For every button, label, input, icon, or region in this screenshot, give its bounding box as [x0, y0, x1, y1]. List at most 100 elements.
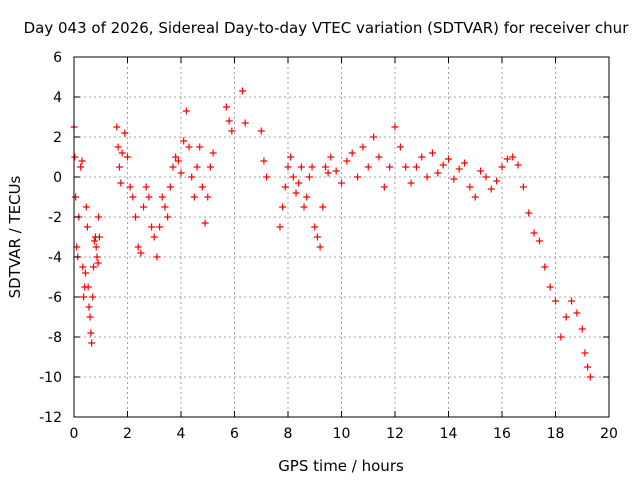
- data-point: [557, 333, 565, 341]
- data-point: [206, 163, 214, 171]
- data-point: [177, 169, 185, 177]
- x-tick-label: 10: [333, 426, 351, 442]
- data-point: [461, 159, 469, 167]
- data-point: [396, 143, 404, 151]
- data-point: [166, 183, 174, 191]
- data-point: [225, 117, 233, 125]
- data-point: [289, 173, 297, 181]
- data-point: [88, 339, 96, 347]
- data-point: [87, 329, 95, 337]
- data-point: [164, 213, 172, 221]
- data-point: [509, 153, 517, 161]
- data-point: [86, 313, 94, 321]
- data-point: [85, 303, 93, 311]
- data-point: [204, 193, 212, 201]
- data-point: [552, 297, 559, 305]
- data-point: [428, 149, 436, 157]
- data-point: [182, 107, 190, 115]
- data-point: [263, 173, 271, 181]
- y-tick-label: -12: [39, 410, 62, 426]
- data-point: [79, 263, 87, 271]
- data-point: [161, 203, 169, 211]
- data-point: [180, 137, 188, 145]
- data-point: [78, 157, 86, 165]
- y-tick-label: 6: [53, 50, 62, 66]
- x-tick-label: 6: [230, 426, 239, 442]
- data-point: [391, 123, 399, 131]
- data-point: [279, 203, 287, 211]
- data-point: [228, 127, 236, 135]
- x-tick-label: 12: [386, 426, 404, 442]
- y-tick-label: -2: [48, 210, 62, 226]
- data-point: [343, 157, 351, 165]
- data-point: [95, 233, 103, 241]
- data-point: [541, 263, 549, 271]
- data-point: [519, 183, 527, 191]
- data-point: [281, 183, 289, 191]
- data-point: [158, 193, 166, 201]
- data-point: [407, 179, 415, 187]
- x-tick-label: 4: [177, 426, 186, 442]
- data-point: [150, 233, 158, 241]
- data-point: [348, 149, 356, 157]
- data-point: [319, 203, 327, 211]
- data-point: [114, 143, 122, 151]
- data-point: [573, 309, 581, 317]
- data-point: [209, 149, 217, 157]
- data-point: [196, 143, 204, 151]
- data-point: [80, 293, 88, 301]
- data-point: [338, 179, 345, 187]
- data-point: [124, 153, 131, 161]
- x-tick-label: 8: [284, 426, 293, 442]
- data-point: [92, 243, 100, 251]
- data-point: [129, 193, 137, 201]
- data-point: [145, 193, 153, 201]
- data-point: [190, 193, 198, 201]
- x-tick-label: 20: [600, 426, 618, 442]
- y-tick-label: -6: [48, 290, 62, 306]
- y-axis: -12 -10 -8 -6 -4 -2 0 2 4 6: [39, 50, 609, 426]
- data-point: [487, 185, 495, 193]
- data-point: [132, 213, 140, 221]
- data-point: [297, 163, 305, 171]
- data-point: [386, 163, 394, 171]
- x-tick-label: 0: [70, 426, 79, 442]
- data-point: [316, 243, 324, 251]
- data-point: [586, 373, 594, 381]
- data-point: [364, 163, 372, 171]
- chart-title: Day 043 of 2026, Sidereal Day-to-day VTE…: [24, 19, 630, 37]
- data-point: [568, 297, 576, 305]
- data-point: [535, 237, 543, 245]
- data-point: [402, 163, 410, 171]
- data-point: [148, 223, 156, 231]
- data-point: [439, 161, 447, 169]
- data-point: [514, 161, 522, 169]
- data-point: [169, 163, 177, 171]
- x-tick-label: 14: [440, 426, 458, 442]
- data-point: [198, 183, 206, 191]
- data-point: [498, 163, 506, 171]
- data-point: [89, 293, 97, 301]
- data-point: [284, 163, 292, 171]
- y-tick-label: 2: [53, 130, 62, 146]
- data-points: [70, 87, 594, 381]
- data-point: [172, 153, 180, 161]
- x-tick-label: 2: [123, 426, 132, 442]
- data-point: [332, 167, 340, 175]
- data-point: [477, 167, 485, 175]
- y-axis-label: SDTVAR / TECUs: [6, 175, 24, 298]
- data-point: [113, 123, 121, 131]
- data-point: [84, 283, 92, 291]
- data-point: [450, 175, 458, 183]
- data-point: [193, 163, 201, 171]
- data-point: [241, 119, 249, 127]
- data-point: [493, 177, 501, 185]
- grid-lines: [74, 57, 609, 417]
- data-point: [311, 223, 319, 231]
- data-point: [126, 183, 134, 191]
- data-point: [82, 269, 90, 277]
- data-point: [434, 169, 442, 177]
- data-point: [118, 149, 126, 157]
- data-point: [93, 253, 101, 261]
